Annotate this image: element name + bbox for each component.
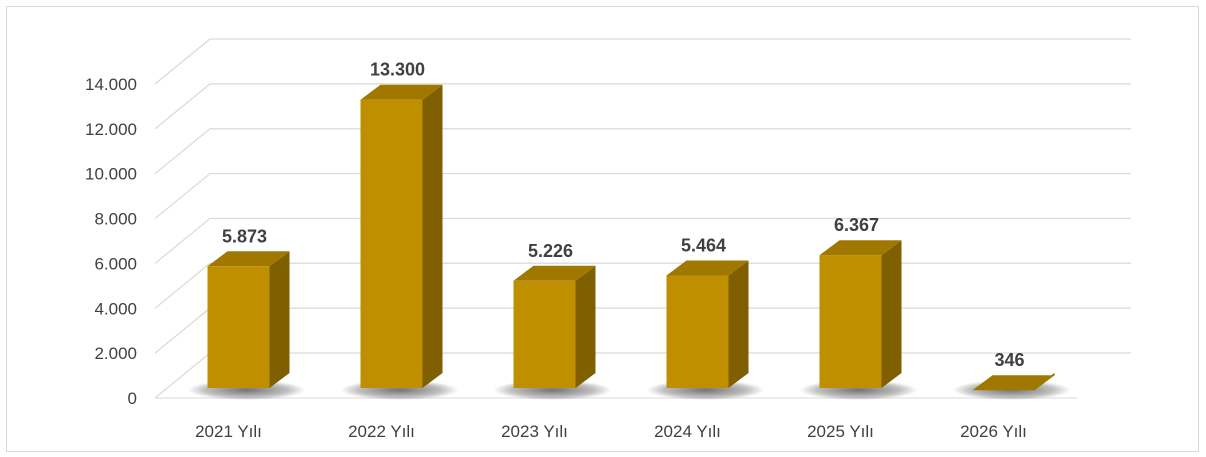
bars: 5.873 13.300 5.226 5.464 6.367 346: [187, 60, 1071, 400]
data-label: 5.226: [528, 241, 573, 261]
data-label: 346: [994, 350, 1024, 370]
gridlines: [154, 38, 1131, 399]
gridline-diagonal: [154, 352, 211, 399]
y-tick-label: 0: [128, 389, 137, 408]
bar: 5.226: [493, 241, 612, 400]
bar-front: [207, 266, 270, 388]
bar: 6.367: [799, 215, 918, 400]
bar-top: [819, 240, 902, 256]
bar-side: [422, 84, 443, 388]
gridline-diagonal: [154, 128, 211, 175]
bar-top: [360, 84, 443, 100]
x-tick-label: 2022 Yılı: [348, 422, 415, 441]
bar-side: [269, 251, 290, 388]
gridline-diagonal: [154, 262, 211, 309]
data-label: 6.367: [834, 215, 879, 235]
bar: 5.464: [646, 235, 765, 400]
gridline-diagonal: [154, 217, 211, 264]
bar-front: [666, 275, 729, 388]
bar: 5.873: [187, 226, 306, 400]
data-label: 5.464: [681, 235, 726, 255]
data-label: 13.300: [370, 60, 425, 80]
y-tick-label: 6.000: [94, 254, 137, 273]
x-tick-label: 2026 Yılı: [960, 422, 1027, 441]
bar-side: [728, 260, 749, 388]
y-tick-label: 10.000: [85, 165, 137, 184]
bar-side: [881, 240, 902, 388]
x-tick-label: 2024 Yılı: [654, 422, 721, 441]
bar-front: [360, 99, 423, 388]
y-axis: 0 2.000 4.000 6.000 8.000 10.000 12.000 14.000: [85, 75, 137, 408]
y-tick-label: 4.000: [94, 299, 137, 318]
y-tick-label: 2.000: [94, 344, 137, 363]
x-axis: 2021 Yılı 2022 Yılı 2023 Yılı 2024 Yılı 2025…: [195, 422, 1027, 441]
y-tick-label: 14.000: [85, 75, 137, 94]
bar-front: [513, 280, 576, 388]
bar-top: [666, 260, 749, 276]
bar-top: [207, 251, 290, 267]
y-tick-label: 12.000: [85, 120, 137, 139]
x-tick-label: 2023 Yılı: [501, 422, 568, 441]
y-tick-label: 8.000: [94, 210, 137, 229]
bar: 346: [952, 350, 1071, 400]
bar: 13.300: [340, 60, 459, 400]
gridline-diagonal: [154, 83, 211, 130]
bar-front: [819, 255, 882, 388]
gridline-diagonal: [154, 307, 211, 354]
x-tick-label: 2025 Yılı: [807, 422, 874, 441]
gridline-diagonal: [154, 38, 211, 85]
bar-side: [575, 265, 596, 388]
gridline-diagonal: [154, 173, 211, 220]
x-tick-label: 2021 Yılı: [195, 422, 262, 441]
data-label: 5.873: [222, 226, 267, 246]
bar-top: [513, 265, 596, 281]
bar-top: [972, 375, 1055, 391]
